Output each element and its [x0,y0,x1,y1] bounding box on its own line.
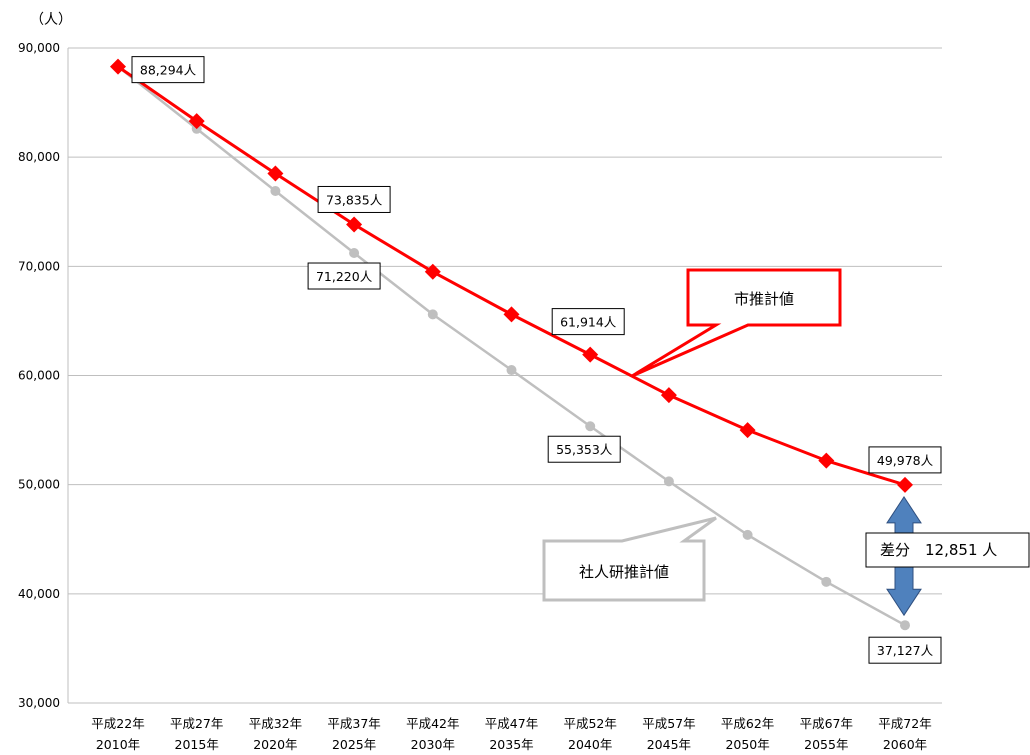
gridlines [68,47,942,704]
data-label-text: 61,914人 [560,315,617,330]
data-point-city [660,387,677,404]
difference-label: 差分 12,851 人 [865,532,1030,568]
x-tick-label-era: 平成62年 [721,716,774,731]
x-tick-label-year: 2025年 [332,737,376,752]
data-label-box [547,435,621,463]
data-label: 88,294人 [131,56,205,84]
data-label-text: 71,220人 [316,269,373,284]
x-tick-label-year: 2035年 [489,737,533,752]
data-label-box [868,446,942,474]
data-label-box [868,636,942,664]
callout-city: 市推計値 [631,268,842,378]
x-tick-label-era: 平成72年 [878,716,931,731]
y-tick-label: 80,000 [18,150,60,164]
data-label-text: 73,835人 [326,192,383,207]
data-point-ipss [506,365,517,376]
data-label-box [317,185,391,213]
x-tick-label-era: 平成57年 [642,716,695,731]
difference-label-text: 差分 12,851 人 [880,541,997,559]
difference-label-box [865,532,1030,568]
data-label-text: 37,127人 [877,643,934,658]
data-point-city [739,422,756,439]
y-tick-label: 40,000 [18,587,60,601]
x-tick-label-year: 2040年 [568,737,612,752]
data-label-box [131,56,205,84]
x-tick-label-year: 2020年 [253,737,297,752]
data-point-city [582,346,599,363]
data-point-ipss [900,620,910,631]
y-tick-label: 30,000 [18,696,60,710]
series-line-ipss [117,65,906,627]
data-point-city [503,306,520,323]
x-tick-label-era: 平成67年 [800,716,853,731]
data-point-city [818,452,835,469]
data-point-ipss [427,309,438,320]
x-tick-label-year: 2060年 [883,737,927,752]
data-label: 71,220人 [307,262,381,290]
data-point-ipss [742,529,753,540]
data-point-ipss [349,248,360,259]
y-axis-unit-label: （人） [30,12,72,28]
x-tick-label-year: 2050年 [725,737,769,752]
data-point-ipss [270,186,281,197]
x-tick-label-year: 2055年 [804,737,848,752]
data-point-ipss [663,476,674,487]
series-lines [117,65,906,627]
x-tick-label-era: 平成27年 [170,716,223,731]
x-axis: 平成22年 2010年 平成27年 2015年 平成32年 2020年 平成37年 2025年… [91,716,931,752]
data-label-text: 49,978人 [877,453,934,468]
data-point-ipss [821,576,832,587]
y-tick-label: 60,000 [18,369,60,383]
callout-city-shape [631,268,842,378]
y-tick-label: 70,000 [18,259,60,273]
data-point-city [424,263,441,280]
data-label: 73,835人 [317,185,391,213]
callout-ipss: 社人研推計値 [542,516,717,602]
data-label: 37,127人 [868,636,942,664]
x-tick-label-year: 2030年 [411,737,455,752]
data-point-ipss [585,421,596,432]
callout-ipss-shape [542,516,717,602]
data-labels: 88,294人 73,835人 71,220人 61,914人 55,353人 49,97… [131,56,942,664]
x-tick-label-era: 平成42年 [406,716,459,731]
data-label-text: 88,294人 [140,63,197,78]
x-tick-label-era: 平成37年 [327,716,380,731]
x-tick-label-era: 平成47年 [485,716,538,731]
data-label: 61,914人 [551,308,625,336]
x-tick-label-year: 2015年 [175,737,219,752]
data-label: 55,353人 [547,435,621,463]
callout-city-text: 市推計値 [734,290,794,308]
data-label: 49,978人 [868,446,942,474]
data-point-city [110,58,126,75]
x-tick-label-era: 平成32年 [249,716,302,731]
x-tick-label-year: 2010年 [96,737,140,752]
y-tick-label: 50,000 [18,478,60,492]
x-tick-label-era: 平成52年 [563,716,616,731]
data-label-box [551,308,625,336]
data-label-box [307,262,381,290]
data-point-city [897,476,913,493]
callout-ipss-text: 社人研推計値 [579,563,669,581]
data-point-city [346,216,363,233]
data-point-city [188,113,205,130]
data-label-text: 55,353人 [556,442,613,457]
y-axis: （人） 90,000 80,000 70,000 60,000 50,000 40,000… [18,12,72,710]
difference-annotation: 差分 12,851 人 [865,495,1030,617]
x-tick-label-year: 2045年 [647,737,691,752]
x-tick-label-era: 平成22年 [91,716,144,731]
data-point-city [267,165,284,182]
series-markers [110,58,913,631]
y-tick-label: 90,000 [18,41,60,55]
